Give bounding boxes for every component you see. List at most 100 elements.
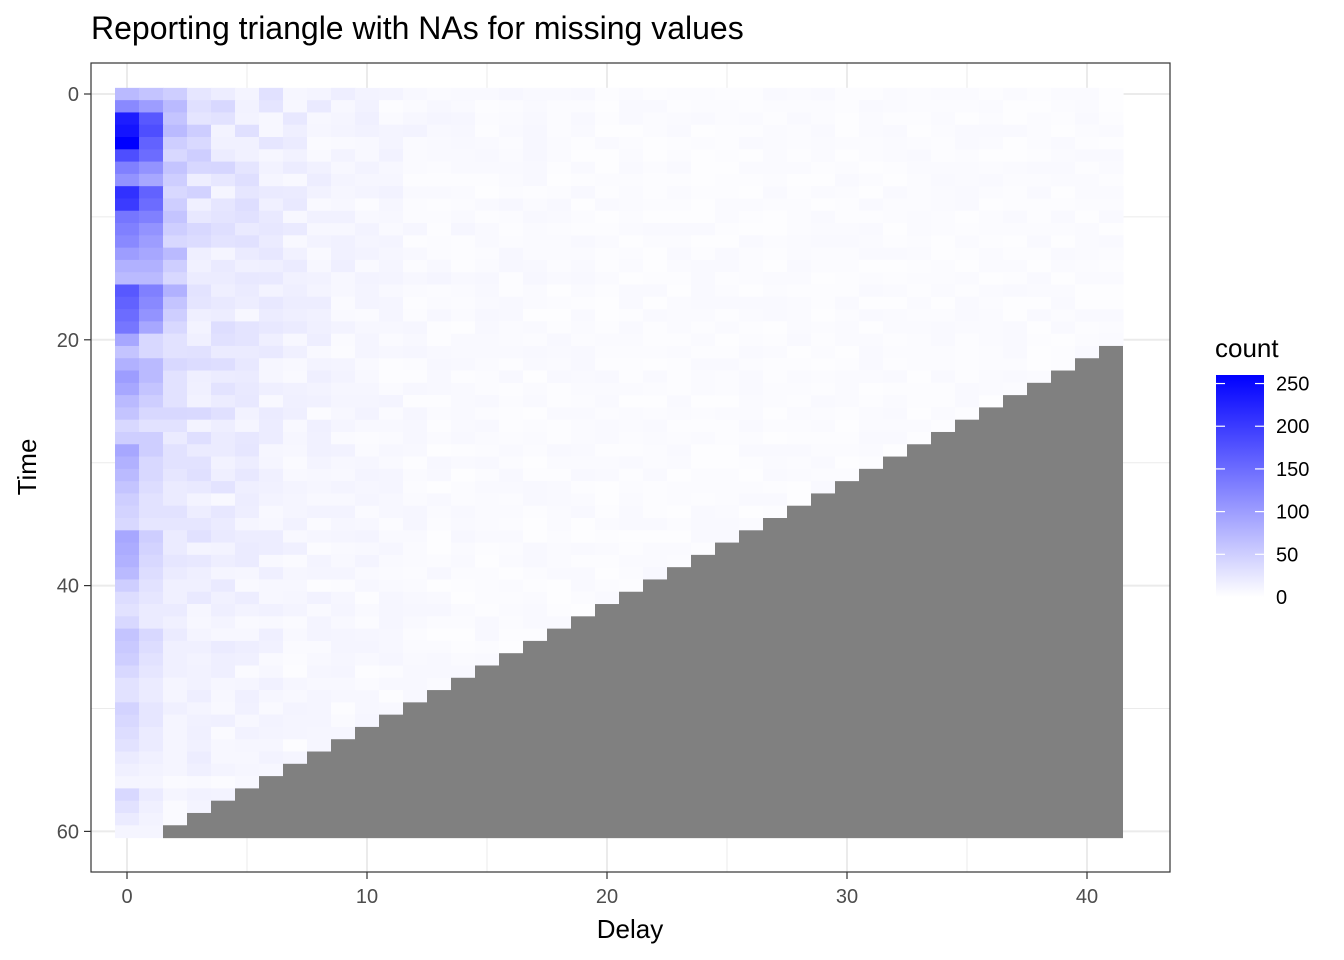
heatmap-cell (955, 235, 980, 249)
na-cell-row (283, 763, 1123, 777)
heatmap-cell (379, 567, 404, 581)
heatmap-cell (1027, 259, 1052, 273)
heatmap-cell (667, 456, 692, 470)
heatmap-cell (955, 382, 980, 396)
heatmap-cell (1003, 259, 1028, 273)
heatmap-cell (715, 505, 740, 519)
heatmap-cell (163, 112, 188, 126)
heatmap-cell (403, 444, 428, 458)
heatmap-cell (667, 481, 692, 495)
heatmap-cell (403, 210, 428, 224)
heatmap-cell (595, 186, 620, 200)
heatmap-cell (595, 530, 620, 544)
heatmap-cell (619, 321, 644, 335)
heatmap-cell (115, 210, 140, 224)
heatmap-cell (211, 690, 236, 703)
heatmap-cell (811, 284, 836, 298)
heatmap-cell (187, 505, 212, 519)
heatmap-cell (331, 542, 356, 556)
heatmap-cell (619, 259, 644, 273)
heatmap-cell (763, 370, 788, 384)
heatmap-cell (787, 272, 812, 286)
heatmap-cell (1027, 358, 1052, 372)
heatmap-cell (307, 173, 332, 187)
heatmap-cell (643, 124, 668, 138)
heatmap-cell (259, 235, 284, 249)
heatmap-cell (379, 333, 404, 347)
heatmap-cell (115, 345, 140, 359)
heatmap-cell (115, 542, 140, 556)
heatmap-cell (259, 444, 284, 458)
heatmap-cell (763, 345, 788, 359)
heatmap-cell (643, 112, 668, 126)
heatmap-cell (451, 456, 476, 470)
na-cell-row (739, 530, 1123, 544)
heatmap-cell (355, 321, 380, 335)
heatmap-cell (259, 739, 284, 753)
heatmap-cell (355, 223, 380, 236)
heatmap-cell (835, 210, 860, 224)
heatmap-cell (811, 149, 836, 163)
heatmap-cell (355, 296, 380, 310)
heatmap-cell (1051, 272, 1076, 286)
heatmap-cell (859, 173, 884, 187)
heatmap-cell (1003, 370, 1028, 384)
heatmap-cell (211, 751, 236, 765)
heatmap-cell (235, 112, 260, 126)
x-tick-label: 30 (836, 886, 858, 908)
heatmap-cell (427, 395, 452, 408)
heatmap-cell (835, 395, 860, 408)
heatmap-cell (451, 358, 476, 372)
heatmap-cell (259, 653, 284, 667)
heatmap-cell (979, 100, 1004, 114)
heatmap-cell (355, 628, 380, 642)
heatmap-cell (595, 235, 620, 249)
heatmap-cell (787, 124, 812, 138)
heatmap-cell (595, 481, 620, 495)
heatmap-cell (979, 124, 1004, 138)
heatmap-cell (931, 382, 956, 396)
heatmap-cell (763, 100, 788, 114)
heatmap-cell (187, 456, 212, 470)
heatmap-cell (715, 149, 740, 163)
heatmap-cell (739, 493, 764, 507)
heatmap-cell (595, 284, 620, 298)
heatmap-cell (595, 223, 620, 236)
heatmap-cell (331, 677, 356, 691)
heatmap-cell (307, 247, 332, 261)
heatmap-cell (571, 456, 596, 470)
heatmap-cell (1099, 87, 1124, 101)
heatmap-cell (163, 739, 188, 753)
heatmap-cell (163, 714, 188, 728)
heatmap-cell (283, 198, 308, 212)
heatmap-cell (355, 247, 380, 261)
heatmap-cell (427, 87, 452, 101)
heatmap-cell (331, 665, 356, 679)
heatmap-cell (355, 149, 380, 163)
heatmap-cell (619, 149, 644, 163)
heatmap-cell (379, 493, 404, 507)
heatmap-cell (595, 161, 620, 175)
heatmap-cell (211, 173, 236, 187)
heatmap-cell (115, 739, 140, 753)
heatmap-cell (643, 456, 668, 470)
heatmap-cell (955, 173, 980, 187)
heatmap-cell (787, 284, 812, 298)
heatmap-cell (547, 407, 572, 421)
heatmap-cell (667, 431, 692, 445)
heatmap-cell (883, 309, 908, 322)
heatmap-cell (883, 419, 908, 433)
heatmap-cell (859, 198, 884, 212)
heatmap-cell (811, 137, 836, 150)
heatmap-cell (259, 542, 284, 556)
heatmap-cell (475, 210, 500, 224)
heatmap-cell (259, 567, 284, 581)
heatmap-cell (571, 161, 596, 175)
heatmap-cell (715, 444, 740, 458)
heatmap-cell (355, 210, 380, 224)
heatmap-cell (643, 235, 668, 249)
heatmap-cell (691, 100, 716, 114)
heatmap-cell (667, 124, 692, 138)
heatmap-cell (331, 124, 356, 138)
heatmap-cell (667, 186, 692, 200)
